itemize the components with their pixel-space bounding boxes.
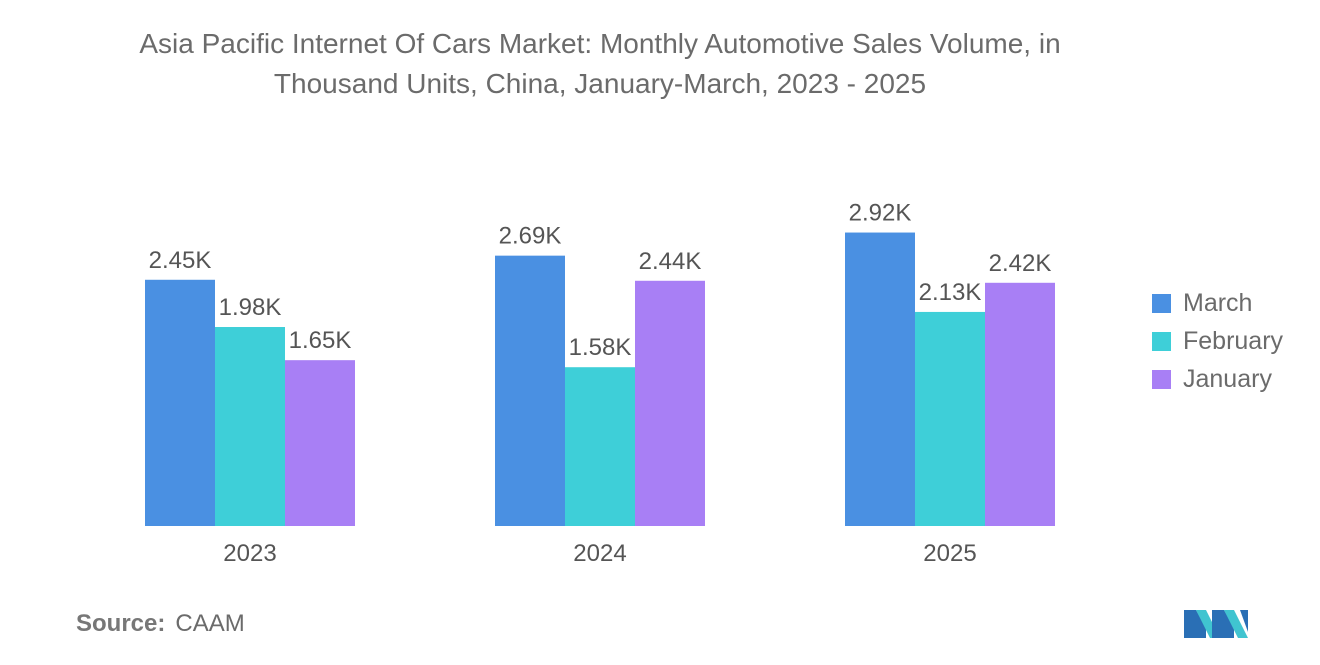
chart-title-line-1: Asia Pacific Internet Of Cars Market: Mo… <box>139 28 1061 59</box>
legend-label-january: January <box>1183 364 1272 393</box>
bar-march-2025[interactable] <box>845 232 915 527</box>
bar-january-2024[interactable] <box>635 280 705 526</box>
legend-item-march[interactable]: March <box>1152 284 1283 322</box>
data-label-january-2025: 2.42K <box>989 250 1052 277</box>
legend-swatch-march <box>1152 293 1171 313</box>
source-label: Source: <box>76 610 166 637</box>
bar-march-2024[interactable] <box>495 255 565 526</box>
legend-swatch-february <box>1152 331 1171 351</box>
data-label-february-2024: 1.58K <box>569 334 632 361</box>
legend-item-february[interactable]: February <box>1152 322 1283 360</box>
x-tick-label-2025: 2025 <box>923 540 976 567</box>
x-tick-label-2023: 2023 <box>223 540 276 567</box>
data-label-march-2025: 2.92K <box>849 200 912 227</box>
legend-item-january[interactable]: January <box>1152 360 1283 398</box>
data-label-march-2024: 2.69K <box>499 223 562 250</box>
source-value: CAAM <box>175 610 245 637</box>
data-label-february-2025: 2.13K <box>919 279 982 306</box>
bar-january-2025[interactable] <box>985 282 1055 526</box>
legend-label-march: March <box>1183 288 1253 317</box>
x-tick-label-2024: 2024 <box>573 540 626 567</box>
bar-february-2023[interactable] <box>215 327 285 526</box>
bar-february-2025[interactable] <box>915 311 985 526</box>
data-label-january-2024: 2.44K <box>639 248 702 275</box>
legend: March February January <box>1152 284 1283 398</box>
bar-march-2023[interactable] <box>145 279 215 526</box>
legend-label-february: February <box>1183 326 1284 355</box>
source-note: Source: CAAM <box>76 610 245 638</box>
bar-january-2023[interactable] <box>285 360 355 526</box>
chart-title-line-2: Thousand Units, China, January-March, 20… <box>273 68 927 99</box>
data-label-january-2023: 1.65K <box>289 327 352 354</box>
mordor-intelligence-logo-icon <box>1184 610 1248 638</box>
legend-swatch-january <box>1152 369 1171 389</box>
data-label-february-2023: 1.98K <box>219 294 282 321</box>
data-label-march-2023: 2.45K <box>149 247 212 274</box>
bar-february-2024[interactable] <box>565 367 635 526</box>
chart-title: Asia Pacific Internet Of Cars Market: Mo… <box>60 24 1140 104</box>
